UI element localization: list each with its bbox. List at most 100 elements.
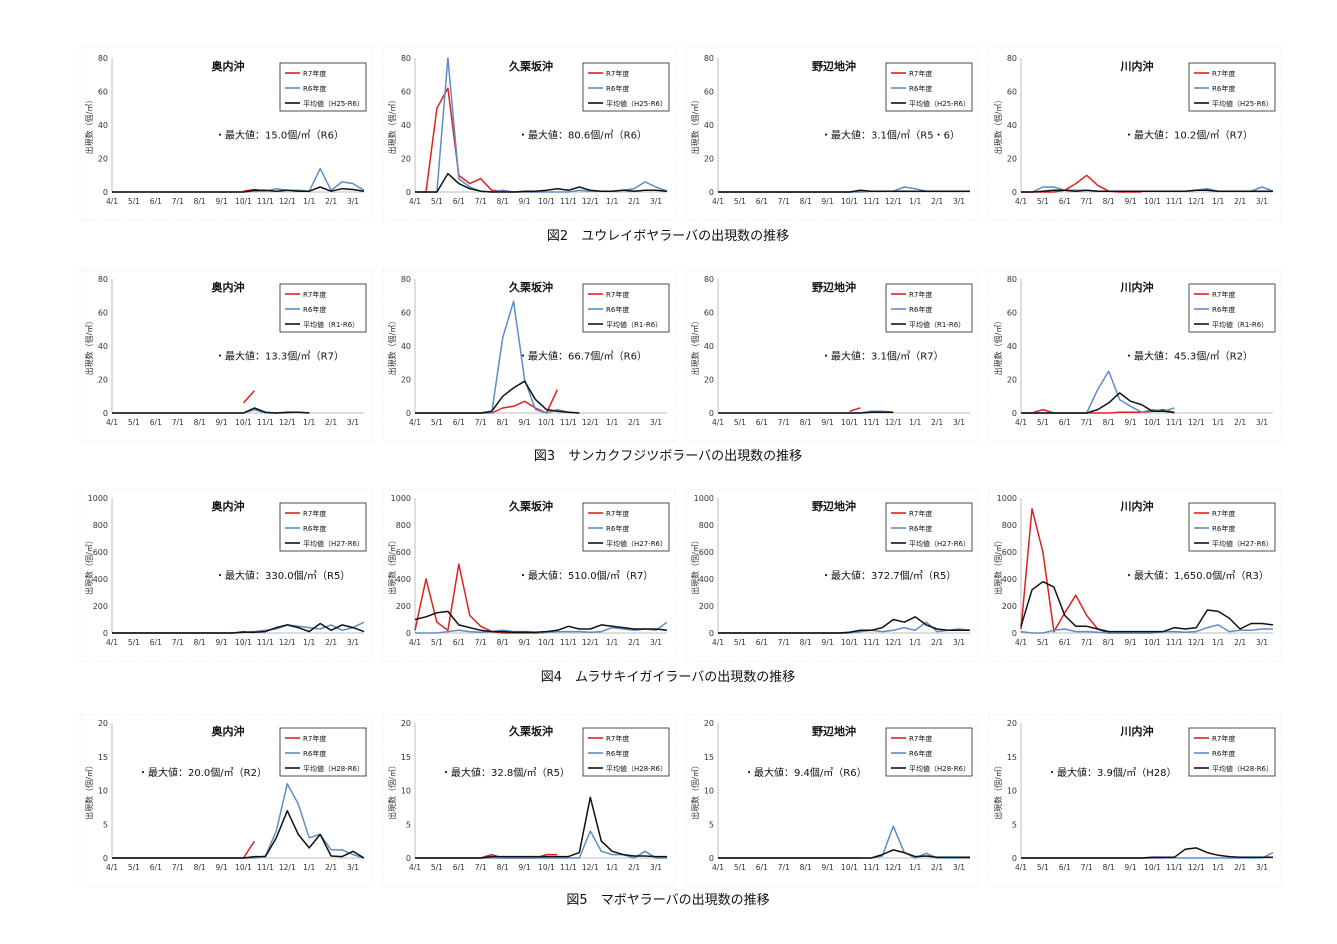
x-tick-label: 3/1 — [1256, 197, 1268, 206]
x-tick-label: 11/1 — [863, 418, 880, 427]
y-tick-label: 20 — [401, 719, 411, 728]
x-tick-label: 8/1 — [194, 197, 206, 206]
x-tick-label: 11/1 — [560, 638, 577, 647]
y-tick-label: 20 — [704, 376, 714, 385]
x-tick-label: 2/1 — [325, 418, 337, 427]
y-tick-label: 200 — [1002, 602, 1017, 611]
x-tick-label: 12/1 — [279, 197, 296, 206]
chart-panel: 0 200 400 600 800 1000 4/1 5/1 6/1 7/1 8/1 9/1 10/1 1… — [988, 489, 1282, 662]
legend-label: R7年度 — [303, 734, 326, 743]
series-segment — [718, 189, 970, 193]
x-tick-label: 9/1 — [822, 863, 834, 872]
x-tick-label: 1/1 — [303, 418, 315, 427]
y-tick-label: 0 — [103, 188, 108, 197]
y-tick-label: 60 — [401, 309, 411, 318]
x-tick-label: 6/1 — [150, 863, 162, 872]
legend-label: 平均値（H27-R6） — [303, 539, 364, 548]
x-tick-label: 10/1 — [235, 638, 252, 647]
chart-frame — [79, 714, 373, 887]
chart-frame — [79, 269, 373, 442]
x-tick-label: 11/1 — [1166, 863, 1183, 872]
x-tick-label: 1/1 — [909, 863, 921, 872]
series-line — [112, 840, 256, 859]
x-tick-label: 12/1 — [885, 863, 902, 872]
y-tick-label: 20 — [98, 155, 108, 164]
figure-2: 0 20 40 60 80 4/1 5/1 6/1 7/1 8/1 9/1 10/1 11/1 12/1 1… — [79, 46, 1282, 244]
max-value-note: ・最大値：372.7個/㎥（R5） — [821, 569, 956, 582]
y-tick-label: 20 — [401, 376, 411, 385]
legend-label: 平均値（R1-R6） — [909, 320, 965, 329]
x-tick-label: 2/1 — [931, 418, 943, 427]
y-tick-label: 0 — [103, 854, 108, 863]
x-tick-label: 2/1 — [1234, 863, 1246, 872]
x-tick-label: 9/1 — [519, 863, 531, 872]
x-tick-label: 5/1 — [128, 197, 140, 206]
y-tick-label: 0 — [103, 629, 108, 638]
y-tick-label: 40 — [98, 121, 108, 130]
y-tick-label: 40 — [704, 342, 714, 351]
chart-title: 川内沖 — [1120, 280, 1154, 294]
x-tick-label: 10/1 — [538, 638, 555, 647]
series-segment — [112, 810, 365, 859]
x-tick-label: 9/1 — [1125, 863, 1137, 872]
y-tick-label: 60 — [98, 88, 108, 97]
x-tick-label: 9/1 — [519, 197, 531, 206]
x-tick-label: 11/1 — [257, 418, 274, 427]
y-tick-label: 80 — [98, 275, 108, 284]
legend-label: 平均値（H27-R6） — [909, 539, 970, 548]
x-tick-label: 9/1 — [216, 418, 228, 427]
legend-label: R7年度 — [1212, 734, 1235, 743]
series-segment — [718, 825, 970, 859]
chart-panel: 0 20 40 60 80 4/1 5/1 6/1 7/1 8/1 9/1 10/1 11/1 12/1 1… — [79, 46, 373, 221]
x-tick-label: 12/1 — [582, 863, 599, 872]
y-axis-label: 出現数（個/㎥） — [84, 761, 94, 820]
x-tick-label: 12/1 — [582, 638, 599, 647]
chart-frame — [685, 46, 979, 221]
legend-label: 平均値（H28-R6） — [1212, 764, 1273, 773]
legend-label: R6年度 — [909, 749, 932, 758]
legend-label: 平均値（H28-R6） — [303, 764, 364, 773]
x-tick-label: 4/1 — [409, 638, 421, 647]
y-axis-label: 出現数（個/㎥） — [387, 96, 397, 155]
chart-panel: 0 200 400 600 800 1000 4/1 5/1 6/1 7/1 8/1 9/1 10/1 1… — [79, 489, 373, 662]
x-tick-label: 11/1 — [257, 197, 274, 206]
x-tick-label: 3/1 — [953, 418, 965, 427]
max-value-note: ・最大値：45.3個/㎥（R2） — [1124, 349, 1253, 362]
x-tick-label: 3/1 — [650, 638, 662, 647]
x-tick-label: 1/1 — [1212, 197, 1224, 206]
max-value-note: ・最大値：330.0個/㎥（R5） — [215, 569, 350, 582]
legend-label: R7年度 — [303, 290, 326, 299]
series-segment — [415, 380, 580, 414]
max-value-note: ・最大値：10.2個/㎥（R7） — [1124, 128, 1253, 141]
x-tick-label: 4/1 — [409, 863, 421, 872]
x-tick-label: 4/1 — [106, 197, 118, 206]
x-tick-label: 10/1 — [841, 418, 858, 427]
x-tick-label: 1/1 — [606, 418, 618, 427]
y-tick-label: 600 — [93, 548, 108, 557]
y-tick-label: 10 — [98, 787, 108, 796]
chart-panel: 0 5 10 15 20 4/1 5/1 6/1 7/1 8/1 9/1 10/1 11/1 12/1 1/… — [79, 714, 373, 887]
y-tick-label: 10 — [704, 787, 714, 796]
figure-3: 0 20 40 60 80 4/1 5/1 6/1 7/1 8/1 9/1 10/1 11/1 12/1 1… — [79, 269, 1282, 464]
y-axis-label: 出現数（個/㎥） — [993, 317, 1003, 376]
x-tick-label: 10/1 — [1144, 418, 1161, 427]
legend-label: 平均値（H28-R6） — [606, 764, 667, 773]
chart-frame — [382, 714, 676, 887]
x-tick-label: 6/1 — [453, 638, 465, 647]
legend-label: R6年度 — [303, 749, 326, 758]
legend-label: R6年度 — [303, 305, 326, 314]
legend-label: R6年度 — [606, 749, 629, 758]
series-segment — [1021, 392, 1175, 414]
x-tick-label: 7/1 — [778, 418, 790, 427]
x-tick-label: 10/1 — [1144, 638, 1161, 647]
chart-panel: 0 5 10 15 20 4/1 5/1 6/1 7/1 8/1 9/1 10/1 11/1 12/1 1/… — [988, 714, 1282, 887]
y-tick-label: 0 — [709, 629, 714, 638]
x-tick-label: 10/1 — [538, 418, 555, 427]
y-tick-label: 20 — [704, 719, 714, 728]
legend-label: R7年度 — [1212, 509, 1235, 518]
x-tick-label: 10/1 — [1144, 863, 1161, 872]
y-tick-label: 5 — [103, 820, 108, 829]
x-tick-label: 6/1 — [1059, 863, 1071, 872]
x-tick-label: 1/1 — [606, 197, 618, 206]
